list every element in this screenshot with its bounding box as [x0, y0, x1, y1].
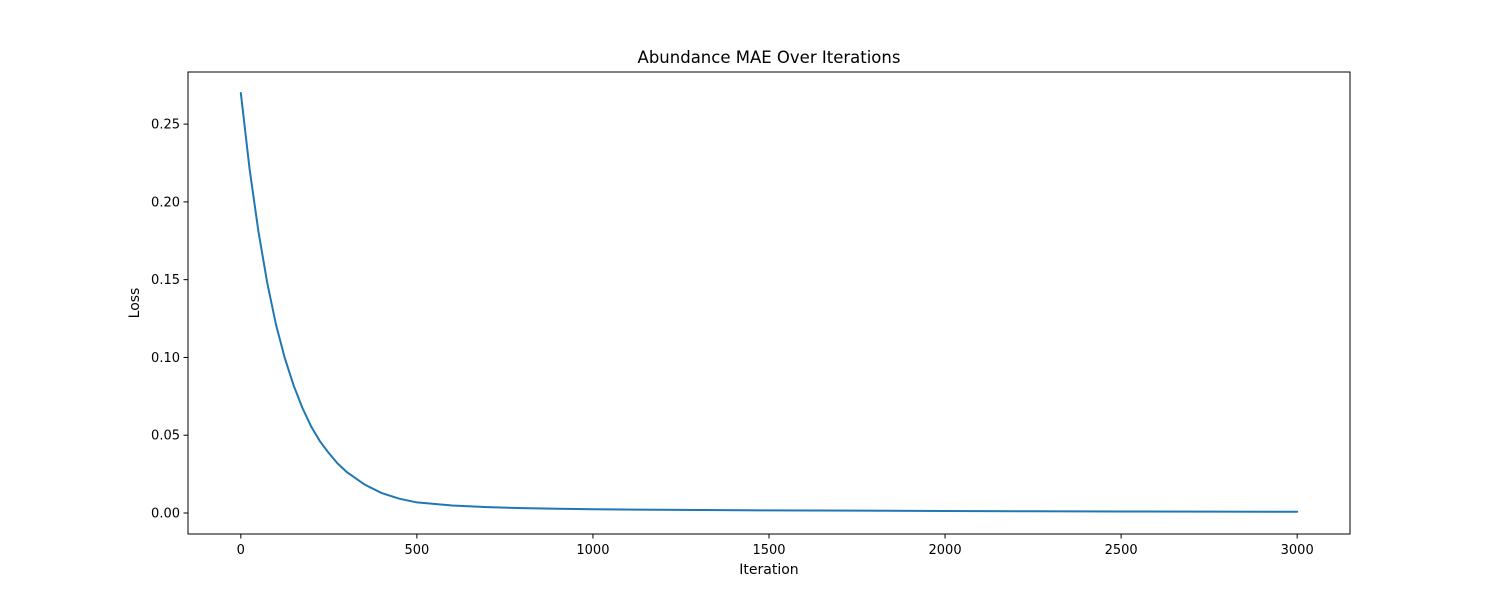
- series-line-0: [239, 92, 1299, 513]
- y-tick-label: 0.20: [151, 195, 180, 210]
- x-tick-label: 3000: [1281, 543, 1314, 558]
- y-axis-label: Loss: [127, 288, 143, 319]
- x-axis-ticks: 0 500 1000 1500 2000 2500 3000: [237, 534, 1314, 558]
- x-tick-label: 0: [237, 543, 245, 558]
- chart-title: Abundance MAE Over Iterations: [638, 48, 901, 67]
- y-tick-label: 0.05: [151, 429, 180, 444]
- x-axis-label: Iteration: [739, 562, 798, 578]
- plot-area: [239, 92, 1299, 513]
- axes-frame: [187, 71, 1351, 535]
- y-tick-label: 0.10: [151, 351, 180, 366]
- x-tick-label: 1500: [752, 543, 785, 558]
- x-tick-label: 2000: [929, 543, 962, 558]
- x-tick-label: 2500: [1105, 543, 1138, 558]
- y-tick-label: 0.00: [151, 507, 180, 522]
- y-axis-ticks: 0.00 0.05 0.10 0.15 0.20 0.25: [151, 118, 188, 522]
- x-tick-label: 1000: [576, 543, 609, 558]
- x-tick-label: 500: [404, 543, 429, 558]
- y-tick-label: 0.25: [151, 118, 180, 133]
- y-tick-label: 0.15: [151, 273, 180, 288]
